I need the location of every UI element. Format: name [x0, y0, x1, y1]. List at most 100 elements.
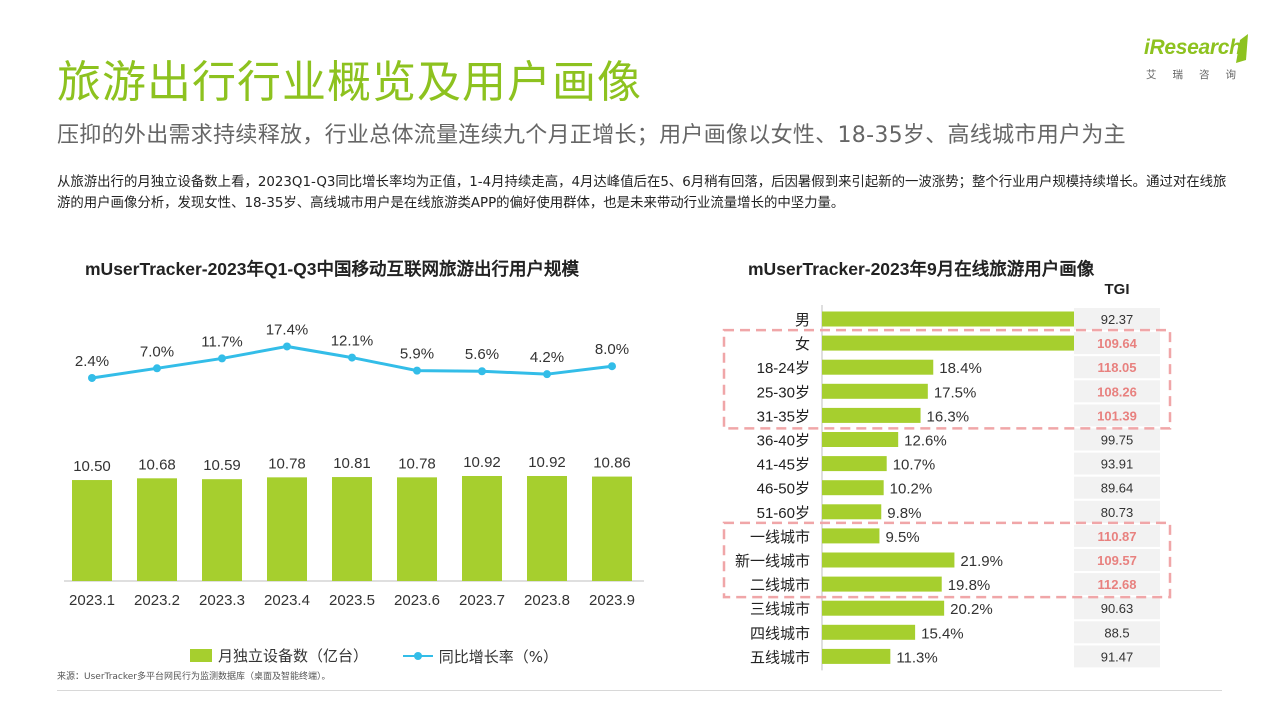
bar-value-label: 10.92	[528, 454, 566, 471]
x-tick-label: 2023.3	[199, 592, 245, 609]
growth-point	[543, 370, 551, 379]
profile-bar	[822, 383, 928, 399]
logo-cn: 艾瑞咨询	[1146, 69, 1252, 81]
profile-bar	[822, 456, 887, 472]
bar-devices	[72, 480, 112, 581]
tgi-value: 89.64	[1101, 481, 1134, 496]
x-tick-label: 2023.5	[329, 592, 375, 609]
x-tick-label: 2023.1	[69, 592, 115, 609]
tgi-value: 93.91	[1101, 457, 1134, 472]
profile-value-label: 16.3%	[927, 408, 970, 425]
tgi-cell	[1074, 380, 1160, 403]
growth-point	[88, 373, 96, 382]
category-label: 25-30岁	[757, 384, 810, 401]
profile-bar	[822, 624, 916, 640]
user-profile-chart-title: mUserTracker-2023年9月在线旅游用户画像	[748, 259, 1095, 279]
tgi-value: 109.57	[1097, 553, 1137, 568]
tgi-cell	[1074, 476, 1160, 499]
category-label: 36-40岁	[757, 433, 810, 450]
growth-point	[413, 366, 421, 375]
tgi-value: 110.87	[1097, 529, 1136, 544]
page-subtitle: 压抑的外出需求持续释放，行业总体流量连续九个月正增长；用户画像以女性、18-35…	[57, 123, 1126, 148]
summary-text: 从旅游出行的月独立设备数上看，2023Q1-Q3同比增长率均为正值，1-4月持续…	[57, 175, 1227, 211]
bar-devices	[592, 476, 632, 581]
profile-value-label: 19.8%	[948, 577, 991, 594]
legend-bar-swatch	[190, 649, 212, 662]
tgi-value: 99.75	[1101, 433, 1134, 448]
tgi-cell	[1074, 428, 1160, 451]
legend-line-swatch	[402, 650, 433, 662]
legend-label-growth: 同比增长率（%）	[438, 647, 559, 666]
profile-value-label: 17.5%	[934, 384, 977, 401]
growth-value-label: 11.7%	[201, 333, 242, 350]
profile-value-label: 11.3%	[896, 649, 937, 666]
growth-point	[153, 364, 161, 373]
x-tick-label: 2023.7	[459, 592, 505, 609]
profile-bar	[822, 480, 884, 496]
category-label: 31-35岁	[757, 408, 810, 425]
category-label: 三线城市	[750, 601, 810, 618]
iresearch-logo: iResearch 艾瑞咨询	[1140, 34, 1250, 84]
user-scale-chart: 10.50 2023.1 10.68 2023.2 10.59 2023.3 10.78 20…	[64, 321, 644, 609]
tgi-value: 118.05	[1097, 360, 1136, 375]
growth-point	[283, 342, 291, 351]
profile-bar	[822, 552, 955, 568]
profile-value-label: 20.2%	[950, 601, 993, 618]
profile-bar	[822, 576, 942, 592]
tgi-cell	[1074, 645, 1160, 668]
profile-value-label: 9.8%	[887, 505, 921, 522]
bar-value-label: 10.59	[203, 457, 241, 474]
tgi-value: 92.37	[1101, 312, 1134, 327]
tgi-cell	[1074, 308, 1160, 330]
category-label: 一线城市	[750, 529, 810, 546]
bar-value-label: 10.86	[593, 455, 631, 472]
category-label: 女	[795, 335, 810, 353]
category-label: 51-60岁	[757, 505, 810, 522]
tgi-value: 80.73	[1101, 505, 1134, 520]
profile-bar	[822, 359, 934, 375]
tgi-cell	[1074, 356, 1160, 379]
tgi-value: 109.64	[1097, 336, 1138, 351]
growth-value-label: 5.6%	[465, 346, 499, 363]
profile-value-label: 10.7%	[893, 457, 936, 474]
growth-point	[478, 367, 486, 376]
growth-point	[218, 354, 226, 363]
footer-divider	[57, 690, 1222, 691]
category-label: 五线城市	[750, 649, 810, 666]
x-tick-label: 2023.8	[524, 592, 570, 609]
growth-value-label: 2.4%	[75, 353, 109, 370]
tgi-cell	[1074, 549, 1160, 571]
profile-bar	[822, 648, 891, 664]
profile-value-label: 21.9%	[960, 553, 1003, 570]
profile-bar	[822, 407, 921, 423]
profile-value-label: 10.2%	[890, 481, 933, 498]
tgi-cell	[1074, 621, 1160, 644]
tgi-header: TGI	[1105, 281, 1130, 298]
tgi-cell	[1074, 524, 1160, 547]
bar-devices	[137, 478, 177, 581]
profile-value-label: 9.5%	[885, 529, 919, 546]
user-scale-chart-title: mUserTracker-2023年Q1-Q3中国移动互联网旅游出行用户规模	[85, 259, 580, 279]
category-label: 18-24岁	[757, 360, 810, 377]
profile-bar	[822, 432, 899, 447]
category-label: 二线城市	[750, 577, 810, 594]
tgi-cell	[1074, 404, 1160, 427]
growth-point	[348, 353, 356, 362]
bar-value-label: 10.68	[138, 456, 176, 473]
tgi-cell	[1074, 597, 1160, 620]
bar-value-label: 10.50	[73, 458, 111, 475]
tgi-value: 112.68	[1097, 577, 1136, 592]
profile-bar	[822, 504, 882, 520]
source-note: 来源：UserTracker多平台网民行为监测数据库（桌面及智能终端）。	[57, 672, 331, 682]
legend-label-devices: 月独立设备数（亿台）	[218, 647, 369, 665]
growth-value-label: 4.2%	[530, 349, 564, 366]
x-tick-label: 2023.6	[394, 592, 440, 609]
category-label: 男	[795, 312, 810, 329]
growth-value-label: 12.1%	[331, 333, 374, 350]
profile-bar	[822, 528, 880, 544]
category-label: 46-50岁	[757, 481, 810, 498]
bar-value-label: 10.92	[463, 454, 501, 471]
bar-devices	[332, 477, 372, 581]
bar-devices	[397, 477, 437, 581]
category-label: 41-45岁	[757, 457, 810, 474]
